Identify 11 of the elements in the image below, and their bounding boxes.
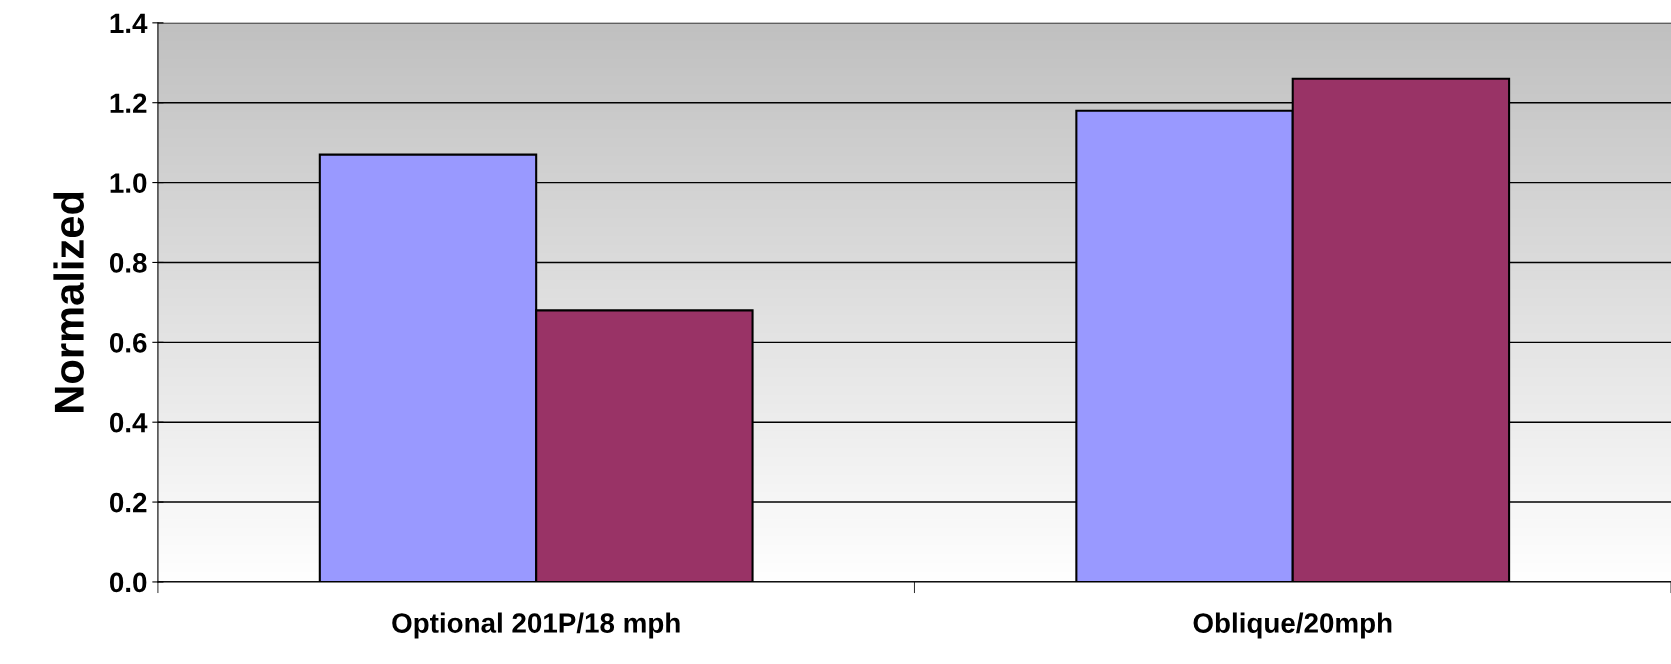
y-tick-label: 0.6 xyxy=(109,332,147,353)
y-tick-label: 0.4 xyxy=(109,412,148,433)
y-axis-title: Normalized xyxy=(53,192,84,412)
x-tick-label: Oblique/20mph xyxy=(1193,612,1392,639)
y-tick-label: 0.8 xyxy=(109,253,147,273)
y-tick-label: 1.2 xyxy=(110,93,147,113)
x-tick-label: Optional 201P/18 mph xyxy=(392,612,680,639)
y-tick-label: 1.4 xyxy=(110,13,148,33)
y-tick-label: 0.0 xyxy=(109,572,147,593)
y-tick-label: 1.0 xyxy=(110,173,147,193)
y-tick-label: 0.2 xyxy=(109,492,147,513)
